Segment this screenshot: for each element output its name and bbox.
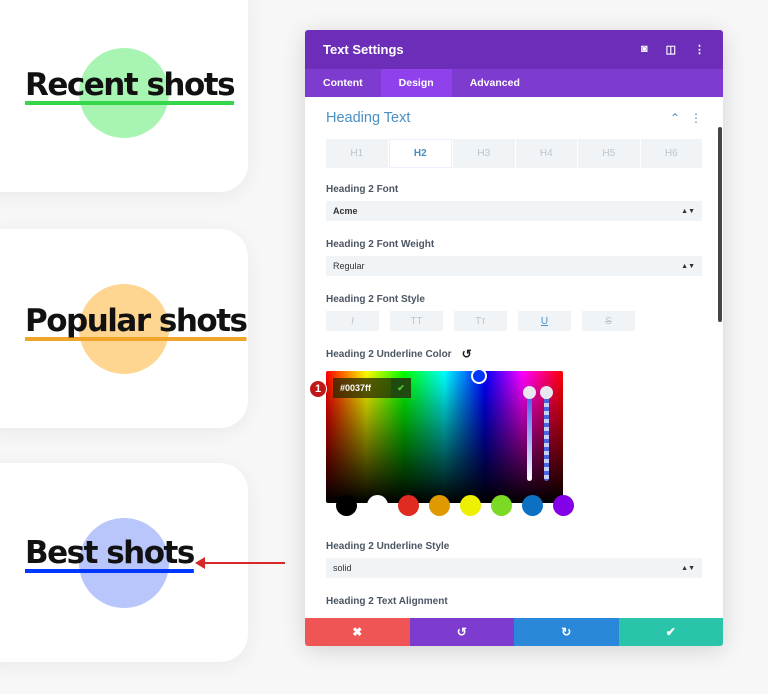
capitalize-button[interactable]: Tт xyxy=(454,311,507,331)
saturation-slider[interactable] xyxy=(527,391,532,481)
select-arrows-icon: ▲▼ xyxy=(681,564,695,572)
h1-button[interactable]: H1 xyxy=(326,139,388,168)
tab-bar: Content Design Advanced xyxy=(305,69,723,97)
recent-shots-heading: Recent shots xyxy=(25,67,236,103)
circle-decoration xyxy=(79,518,169,608)
strikethrough-button[interactable]: S xyxy=(582,311,635,331)
tab-advanced[interactable]: Advanced xyxy=(469,77,520,89)
text-settings-panel: Text Settings ◙ ◫ ⋮ Content Design Advance… xyxy=(305,30,723,646)
heading-level-tabs: H1 H2 H3 H4 H5 H6 xyxy=(326,139,702,168)
h6-button[interactable]: H6 xyxy=(640,139,702,168)
panel-footer: ✖ ↺ ↻ ✔ xyxy=(305,618,723,646)
style-label: Heading 2 Font Style xyxy=(326,294,425,305)
font-label: Heading 2 Font xyxy=(326,184,399,195)
font-select[interactable]: Acme ▲▼ xyxy=(326,201,702,221)
slider-handle[interactable] xyxy=(523,386,536,399)
h3-button[interactable]: H3 xyxy=(453,139,515,168)
best-shots-heading: Best shots xyxy=(25,535,195,571)
color-picker[interactable]: 1 #0037ff ✔ xyxy=(309,368,574,516)
circle-decoration xyxy=(79,48,169,138)
h4-button[interactable]: H4 xyxy=(515,139,577,168)
card-recent: Recent shots xyxy=(0,0,248,192)
section-title: Heading Text xyxy=(326,110,411,126)
alignment-label: Heading 2 Text Alignment xyxy=(326,596,448,607)
redo-button[interactable]: ↻ xyxy=(514,618,619,646)
italic-button[interactable]: I xyxy=(326,311,379,331)
focus-icon[interactable]: ◙ xyxy=(640,43,648,55)
opacity-slider[interactable] xyxy=(544,391,549,481)
hex-value: #0037ff xyxy=(340,383,372,393)
hex-input[interactable]: #0037ff ✔ xyxy=(333,378,411,398)
swatch-green[interactable] xyxy=(491,495,512,516)
swatch-orange[interactable] xyxy=(429,495,450,516)
swatch-purple[interactable] xyxy=(553,495,574,516)
uppercase-button[interactable]: TT xyxy=(390,311,443,331)
swatch-blue[interactable] xyxy=(522,495,543,516)
tab-design[interactable]: Design xyxy=(380,69,452,97)
check-icon[interactable]: ✔ xyxy=(391,378,411,398)
popular-shots-heading: Popular shots xyxy=(25,303,248,339)
step-badge: 1 xyxy=(309,380,327,398)
cancel-button[interactable]: ✖ xyxy=(305,618,410,646)
underline-style-select[interactable]: solid ▲▼ xyxy=(326,558,702,578)
panel-header: Text Settings ◙ ◫ ⋮ xyxy=(305,30,723,69)
more-icon[interactable]: ⋮ xyxy=(690,111,702,125)
more-icon[interactable]: ⋮ xyxy=(694,44,705,56)
underline-style-label: Heading 2 Underline Style xyxy=(326,541,450,552)
panel-title: Text Settings xyxy=(323,42,404,57)
weight-value: Regular xyxy=(333,261,365,271)
h2-button[interactable]: H2 xyxy=(388,139,452,168)
underline-style-value: solid xyxy=(333,563,352,573)
card-popular: Popular shots xyxy=(0,229,248,428)
arrow-annotation xyxy=(195,557,285,569)
swatch-black[interactable] xyxy=(336,495,357,516)
hue-handle[interactable] xyxy=(471,368,487,384)
undo-button[interactable]: ↺ xyxy=(409,618,514,646)
split-view-icon[interactable]: ◫ xyxy=(665,44,676,56)
reset-icon[interactable]: ↺ xyxy=(461,347,472,361)
font-value: Acme xyxy=(333,206,358,216)
section-header[interactable]: Heading Text ⌃ ⋮ xyxy=(326,97,702,139)
swatch-yellow[interactable] xyxy=(460,495,481,516)
weight-label: Heading 2 Font Weight xyxy=(326,239,435,250)
select-arrows-icon: ▲▼ xyxy=(681,262,695,270)
swatch-red[interactable] xyxy=(398,495,419,516)
underline-color-text: Heading 2 Underline Color xyxy=(326,348,452,360)
underline-color-label: Heading 2 Underline Color ↺ xyxy=(326,347,702,361)
circle-decoration xyxy=(79,284,169,374)
slider-handle[interactable] xyxy=(540,386,553,399)
tab-content[interactable]: Content xyxy=(323,77,363,89)
swatch-white[interactable] xyxy=(367,495,388,516)
save-button[interactable]: ✔ xyxy=(618,618,723,646)
chevron-up-icon[interactable]: ⌃ xyxy=(669,111,680,125)
underline-button[interactable]: U xyxy=(518,311,571,331)
select-arrows-icon: ▲▼ xyxy=(681,207,695,215)
swatches xyxy=(336,495,574,516)
weight-select[interactable]: Regular ▲▼ xyxy=(326,256,702,276)
scrollbar[interactable] xyxy=(718,127,722,322)
h5-button[interactable]: H5 xyxy=(578,139,640,168)
